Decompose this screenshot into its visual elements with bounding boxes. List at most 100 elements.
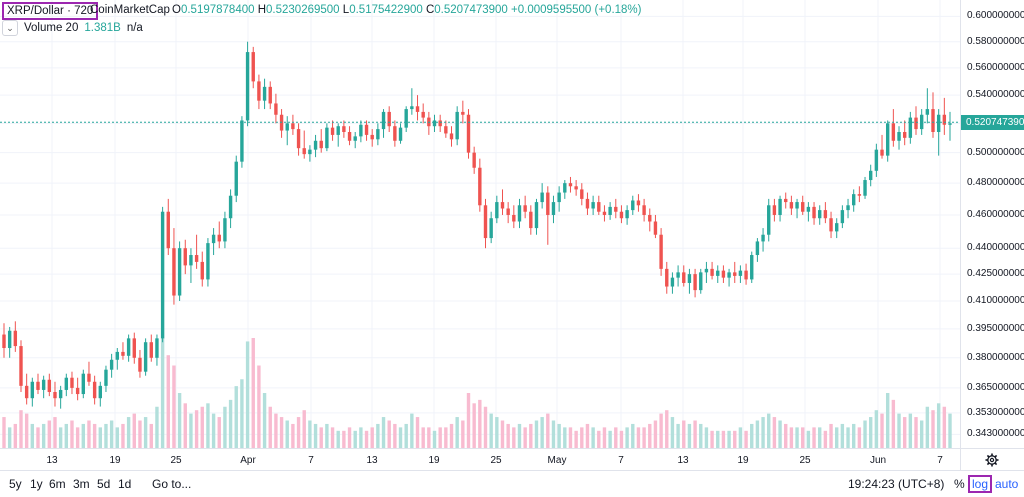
volume-label: Volume 20 <box>24 22 79 34</box>
symbol-title[interactable]: XRP/Dollar · 720 <box>2 2 99 20</box>
volume-bar <box>936 403 941 448</box>
candle-body <box>7 330 12 349</box>
goto-button[interactable]: Go to... <box>152 477 192 491</box>
volume-bar <box>897 413 901 448</box>
volume-bar <box>36 427 40 448</box>
candle-body <box>710 268 714 276</box>
candle-body <box>449 133 454 140</box>
candle-body <box>19 346 23 386</box>
range-1y-button[interactable]: 1y <box>30 477 43 491</box>
volume-bar <box>801 427 805 448</box>
volume-bar <box>166 355 170 448</box>
gear-icon[interactable] <box>985 453 999 467</box>
high-key: H <box>257 4 267 16</box>
volume-bar <box>291 423 295 448</box>
volume-bar <box>908 413 913 448</box>
volume-bar <box>591 427 595 448</box>
candle-body <box>404 109 408 128</box>
candle-body <box>636 200 641 206</box>
candle-body <box>251 52 255 82</box>
candle-body <box>483 205 488 239</box>
candle-body <box>795 202 799 209</box>
volume-bar <box>523 427 527 448</box>
volume-bar <box>852 423 856 448</box>
volume-bar <box>517 423 522 448</box>
volume-bar <box>812 427 816 448</box>
volume-bar <box>653 420 658 448</box>
candle-body <box>308 149 312 155</box>
volume-bar <box>143 417 148 448</box>
range-5y-button[interactable]: 5y <box>9 477 22 491</box>
candle-body <box>138 357 142 372</box>
volume-bar <box>806 430 811 448</box>
candle-body <box>693 274 697 291</box>
time-tick-label: 19 <box>428 455 440 466</box>
candle-body <box>92 381 97 399</box>
volume-bar <box>376 423 380 448</box>
candle-body <box>342 126 346 132</box>
candlestick-chart[interactable] <box>0 0 960 448</box>
candle-body <box>398 127 403 141</box>
volume-bar <box>449 423 454 448</box>
candle-body <box>840 210 845 224</box>
candle-body <box>364 124 369 135</box>
volume-bar <box>138 420 142 448</box>
percent-toggle[interactable]: % <box>954 477 965 491</box>
candle-body <box>393 126 397 141</box>
volume-bar <box>784 423 788 448</box>
volume-bar <box>546 413 550 448</box>
volume-bar <box>155 406 159 448</box>
volume-bar <box>840 423 845 448</box>
volume-bar <box>432 430 437 448</box>
candle-body <box>818 210 822 219</box>
time-tick-label: 19 <box>737 455 749 466</box>
volume-bar <box>177 393 182 448</box>
candle-body <box>432 120 437 127</box>
candle-body <box>274 103 278 115</box>
range-6m-button[interactable]: 6m <box>49 477 66 491</box>
volume-bars <box>2 338 952 448</box>
chevron-down-icon[interactable]: ⌄ <box>2 20 18 36</box>
candle-body <box>602 211 607 215</box>
volume-bar <box>285 420 289 448</box>
candle-body <box>891 123 896 141</box>
volume-bar <box>500 420 505 448</box>
candle-body <box>568 183 573 187</box>
range-1d-button[interactable]: 1d <box>118 477 132 491</box>
range-3m-button[interactable]: 3m <box>73 477 90 491</box>
volume-bar <box>925 406 930 448</box>
candle-body <box>585 198 590 209</box>
clock[interactable]: 19:24:23 (UTC+8) <box>848 477 945 491</box>
volume-bar <box>489 413 493 448</box>
candle-body <box>772 205 777 215</box>
volume-bar <box>126 417 131 448</box>
candle-body <box>676 272 680 278</box>
volume-bar <box>868 417 873 448</box>
volume-bar <box>733 430 737 448</box>
volume-bar <box>710 430 714 448</box>
range-5d-button[interactable]: 5d <box>97 477 111 491</box>
auto-toggle[interactable]: auto <box>995 477 1019 491</box>
candle-body <box>319 140 323 149</box>
candle-body <box>30 381 35 399</box>
candle-body <box>41 379 46 390</box>
time-axis[interactable]: 13 19 25 Apr 7 13 19 25 May 7 13 19 25 Jun 7 <box>0 448 960 471</box>
volume-bar <box>211 413 216 448</box>
candle-body <box>36 381 40 390</box>
chart-area[interactable]: XRP/Dollar · 720 CoinMarketCap O0.519787… <box>0 0 960 448</box>
volume-bar <box>557 423 561 448</box>
candle-body <box>699 272 703 291</box>
candle-body <box>512 214 516 222</box>
candle-body <box>183 248 187 266</box>
candle-body <box>659 234 663 269</box>
volume-bar <box>149 423 153 448</box>
volume-bar <box>251 338 255 448</box>
axis-settings[interactable] <box>960 448 1024 471</box>
volume-bar <box>53 417 57 448</box>
log-toggle[interactable]: log <box>968 475 993 493</box>
candle-body <box>852 194 856 206</box>
